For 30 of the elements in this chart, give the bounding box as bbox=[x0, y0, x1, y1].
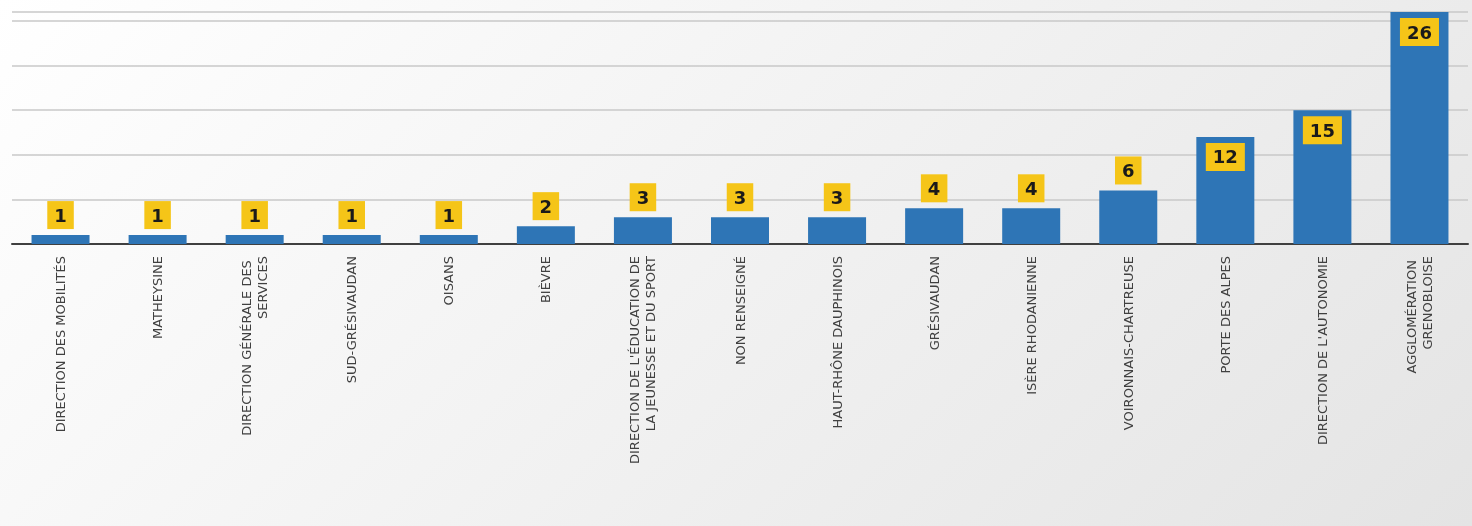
data-label: 3 bbox=[636, 186, 650, 208]
x-tick-label: AGGLOMÉRATION GRENOBLOISE bbox=[1403, 256, 1435, 374]
data-label: 1 bbox=[248, 204, 261, 226]
x-tick-label: DIRECTION DE L'AUTONOMIE bbox=[1314, 256, 1330, 446]
x-tick-label: GRÉSIVAUDAN bbox=[926, 256, 942, 351]
data-label: 6 bbox=[1122, 159, 1135, 181]
x-tick-label: DIRECTION DES MOBILITÉS bbox=[53, 256, 69, 433]
data-label: 1 bbox=[54, 204, 67, 226]
x-tick-label: HAUT-RHÔNE DAUPHINOIS bbox=[829, 256, 845, 429]
data-label: 1 bbox=[151, 204, 164, 226]
data-label: 4 bbox=[1024, 177, 1038, 199]
x-tick-label: ISÈRE RHODANIENNE bbox=[1023, 256, 1039, 395]
data-label: 12 bbox=[1212, 146, 1238, 168]
data-label: 3 bbox=[733, 186, 747, 208]
x-tick-label: VOIRONNAIS-CHARTREUSE bbox=[1120, 256, 1136, 431]
x-tick-label: MATHEYSINE bbox=[150, 256, 166, 339]
data-label: 3 bbox=[830, 186, 844, 208]
x-tick-label: DIRECTION GÉNÉRALE DES SERVICES bbox=[239, 256, 271, 436]
data-label: 4 bbox=[927, 177, 941, 199]
x-tick-label: SUD-GRÉSIVAUDAN bbox=[344, 256, 360, 384]
x-tick-label: BIÈVRE bbox=[538, 256, 554, 304]
data-label: 1 bbox=[345, 204, 358, 226]
data-label: 26 bbox=[1406, 21, 1432, 43]
x-tick-label: DIRECTION DE L'ÉDUCATION DE LA JEUNESSE ET DU SPORT bbox=[627, 255, 659, 464]
x-tick-label: NON RENSEIGNÉ bbox=[732, 256, 748, 366]
data-label: 1 bbox=[442, 204, 456, 226]
x-tick-label: OISANS bbox=[441, 256, 457, 306]
data-label: 2 bbox=[539, 195, 553, 217]
x-tick-label: PORTE DES ALPES bbox=[1217, 256, 1233, 374]
data-label: 15 bbox=[1309, 119, 1335, 141]
